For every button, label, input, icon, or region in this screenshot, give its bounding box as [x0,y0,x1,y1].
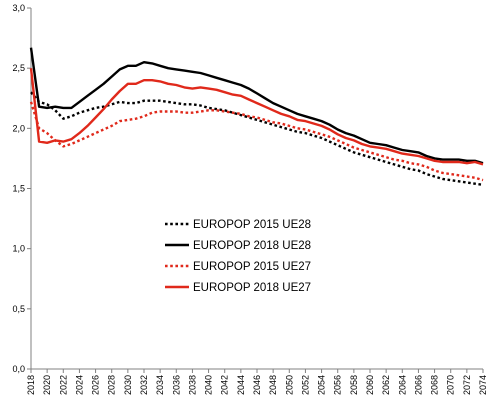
legend-label-europop-2018-ue28: EUROPOP 2018 UE28 [193,240,311,252]
x-tick-label: 2024 [74,375,84,395]
x-tick-label: 2032 [139,375,149,395]
x-tick-label: 2030 [123,375,133,395]
x-tick-label: 2066 [413,375,423,395]
x-tick-label: 2034 [155,375,165,395]
x-tick-label: 2064 [397,375,407,395]
y-tick-label: 1,0 [12,244,25,254]
plot-area: 0,00,51,01,52,02,53,0 2018 2020 2022 2024 20… [12,3,488,395]
legend-label-europop-2018-ue27: EUROPOP 2018 UE27 [193,282,311,294]
legend-item-europop-2015-ue28: EUROPOP 2015 UE28 [165,219,311,231]
legend-label-europop-2015-ue27: EUROPOP 2015 UE27 [193,261,311,273]
y-tick-label: 2,0 [12,123,25,133]
x-tick-label: 2040 [204,375,214,395]
x-tick-label: 2062 [381,375,391,395]
x-tick-label: 2070 [446,375,456,395]
x-ticks: 2018 2020 2022 2024 2026 2028 2030 2032 2034 2036… [26,369,488,395]
x-tick-label: 2068 [430,375,440,395]
legend: EUROPOP 2015 UE28 EUROPOP 2018 UE28 EURO… [165,219,311,294]
series-line-europop-2015-ue27 [29,101,484,182]
x-tick-label: 2048 [268,375,278,395]
legend-item-europop-2015-ue27: EUROPOP 2015 UE27 [165,261,311,273]
x-tick-label: 2060 [365,375,375,395]
x-tick-label: 2042 [220,375,230,395]
x-tick-label: 2058 [349,375,359,395]
x-tick-label: 2056 [333,375,343,395]
y-tick-label: 0,0 [12,364,25,374]
x-tick-label: 2018 [26,375,36,395]
series-line-europop-2018-ue28 [29,47,484,165]
legend-label-europop-2015-ue28: EUROPOP 2015 UE28 [193,219,311,231]
series-lines [29,47,484,187]
y-tick-label: 3,0 [12,3,25,13]
y-tick-label: 0,5 [12,304,25,314]
x-tick-label: 2072 [462,375,472,395]
x-tick-label: 2046 [252,375,262,395]
x-tick-label: 2044 [236,375,246,395]
x-tick-label: 2074 [478,375,488,395]
x-tick-label: 2026 [91,375,101,395]
x-tick-label: 2052 [300,375,310,395]
x-tick-label: 2022 [58,375,68,395]
x-tick-label: 2054 [317,375,327,395]
x-tick-label: 2038 [187,375,197,395]
x-tick-label: 2036 [171,375,181,395]
y-tick-label: 2,5 [12,63,25,73]
y-tick-label: 1,5 [12,184,25,194]
legend-item-europop-2018-ue27: EUROPOP 2018 UE27 [165,282,311,294]
legend-item-europop-2018-ue28: EUROPOP 2018 UE28 [165,240,311,252]
series-line-europop-2015-ue28 [30,91,484,187]
x-tick-label: 2050 [284,375,294,395]
y-ticks: 0,0 0,5 1,0 1,5 2,0 2,5 3,0 [12,3,31,374]
series-line-europop-2018-ue27 [29,68,484,166]
x-tick-label: 2028 [107,375,117,395]
x-tick-label: 2020 [42,375,52,395]
